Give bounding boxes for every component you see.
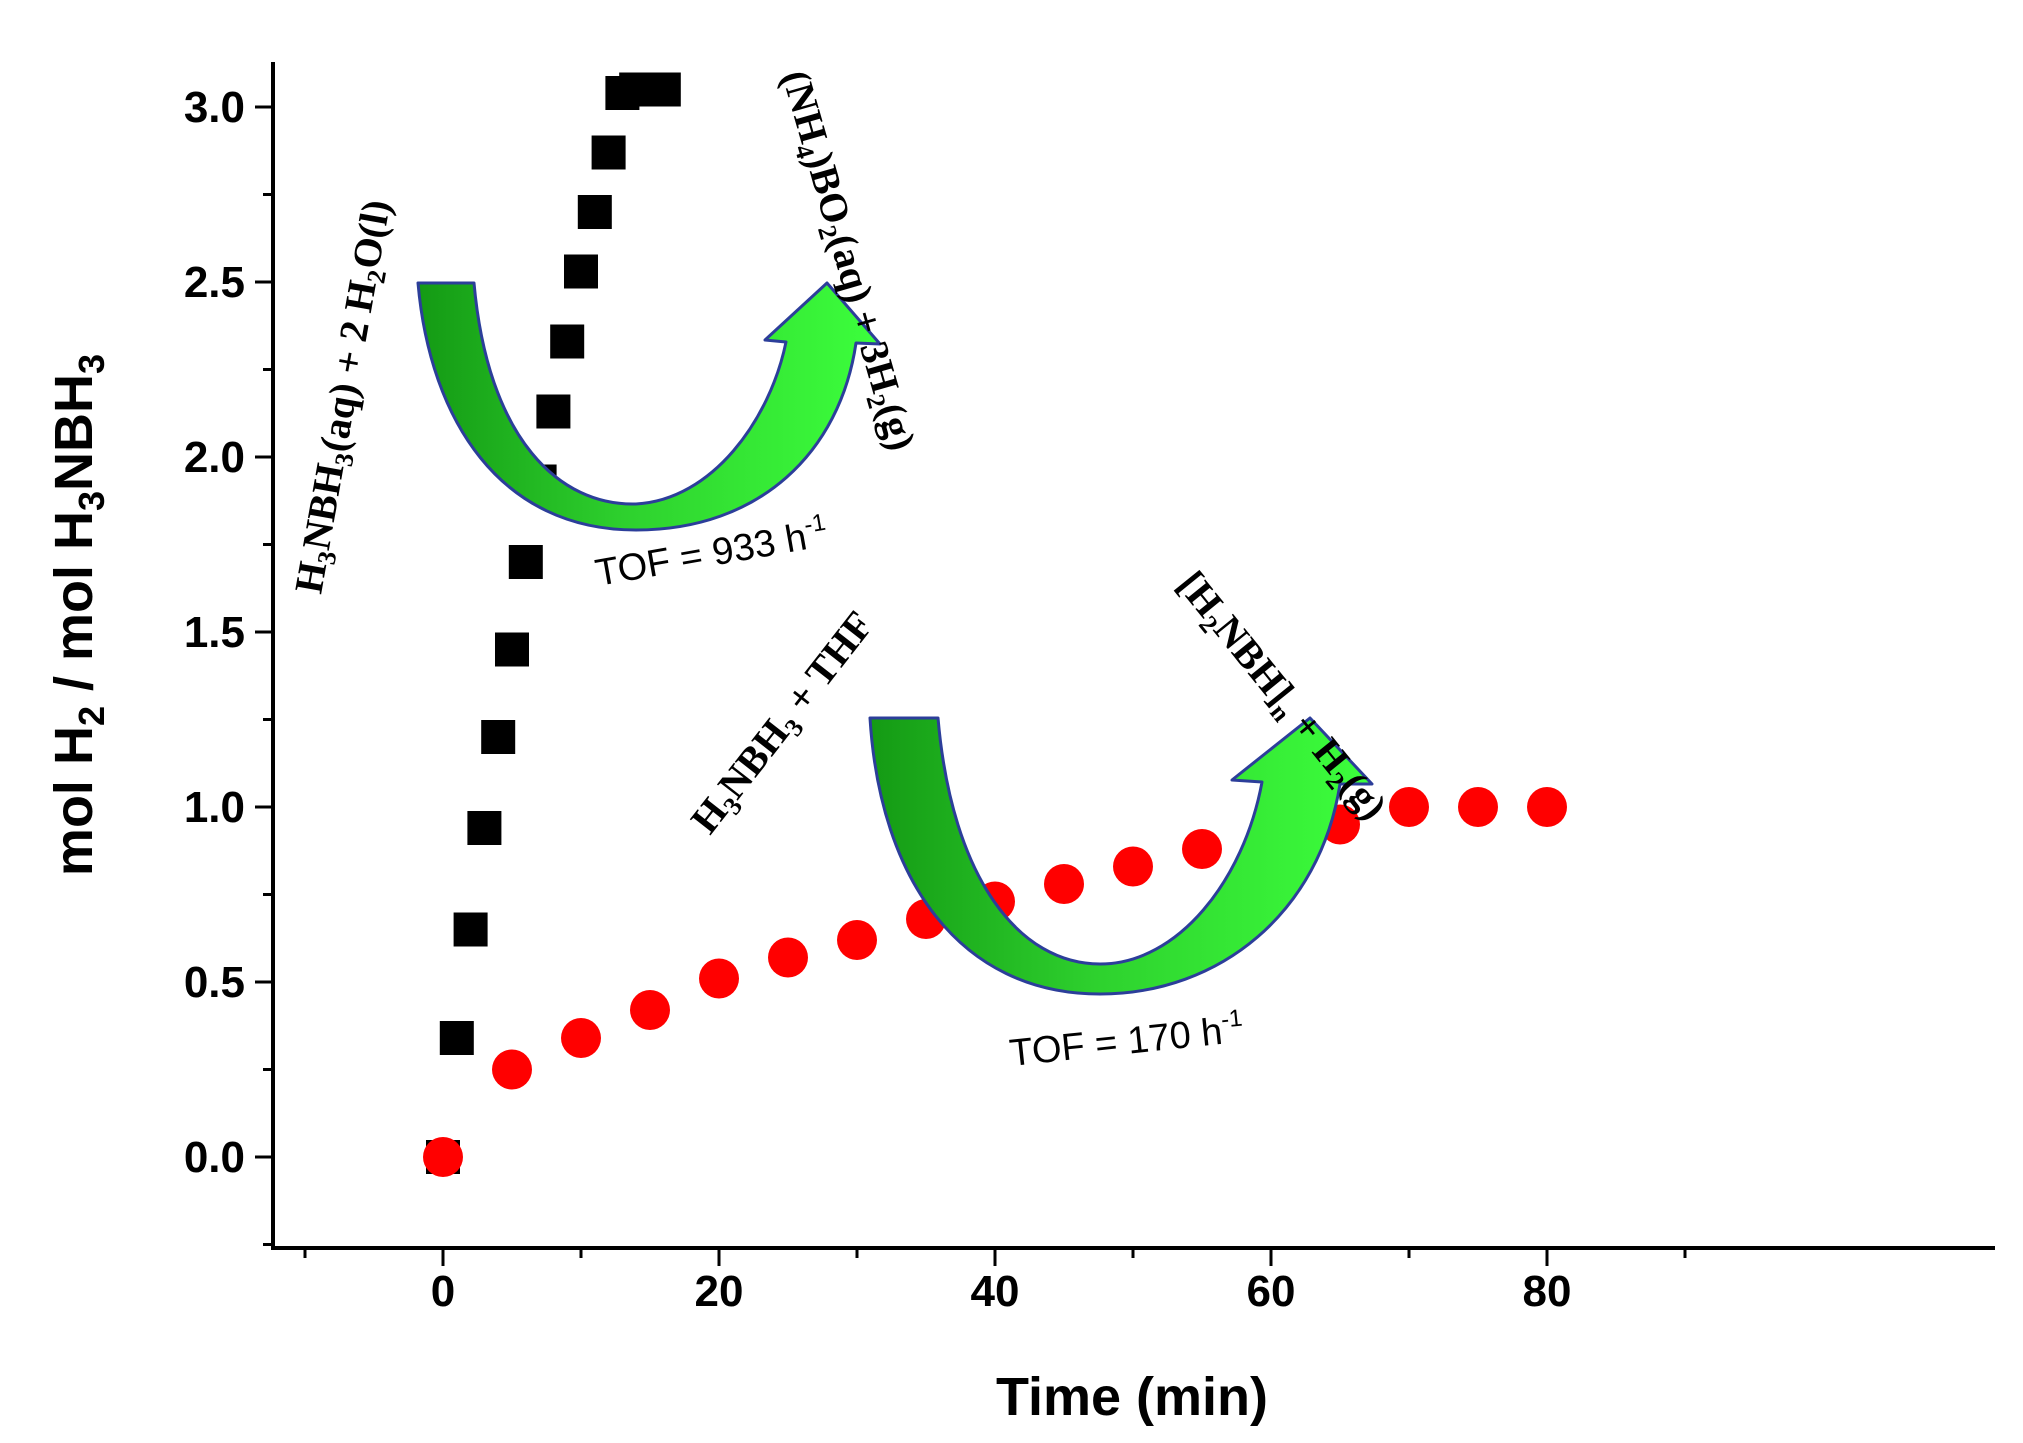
data-point-square (509, 545, 543, 579)
data-point-circle (1458, 787, 1498, 827)
data-point-circle (1389, 787, 1429, 827)
data-point-square (495, 633, 529, 667)
series-layer (423, 73, 1567, 1178)
y-tick-label: 0.5 (184, 958, 245, 1007)
x-tick-label: 40 (971, 1267, 1020, 1316)
data-point-circle (492, 1050, 532, 1090)
series-thf (423, 787, 1567, 1177)
y-tick-label: 1.5 (184, 608, 245, 657)
x-axis-title: Time (min) (996, 1367, 1268, 1427)
data-point-circle (561, 1018, 601, 1058)
y-tick-label: 2.0 (184, 433, 245, 482)
y-tick-label: 1.0 (184, 783, 245, 832)
y-tick-label: 3.0 (184, 83, 245, 132)
lower-tof-label: TOF = 170 h-1 (1007, 1005, 1246, 1075)
data-point-circle (768, 938, 808, 978)
data-point-square (481, 720, 515, 754)
y-tick-label: 0.0 (184, 1133, 245, 1182)
x-tick-label: 60 (1247, 1267, 1296, 1316)
data-point-circle (1113, 847, 1153, 887)
data-point-circle (423, 1137, 463, 1177)
x-tick-label: 20 (695, 1267, 744, 1316)
data-point-square (550, 325, 584, 359)
data-point-circle (630, 990, 670, 1030)
data-point-circle (699, 959, 739, 999)
x-tick-label: 80 (1523, 1267, 1572, 1316)
y-axis-title: mol H2 / mol H3NBH3 (44, 354, 112, 876)
data-point-circle (1182, 829, 1222, 869)
data-point-square (454, 913, 488, 947)
data-point-square (647, 73, 681, 107)
data-point-square (564, 255, 598, 289)
upper-reaction-arrow (418, 283, 880, 530)
data-point-square (592, 136, 626, 170)
data-point-circle (1527, 787, 1567, 827)
axes: 0 20 40 60 80 0.0 0.5 1.0 1.5 2.0 2.5 3.0 (184, 62, 1995, 1316)
lower-reactant-label: H3NBH3 + THF (682, 603, 886, 845)
data-point-circle (837, 920, 877, 960)
y-tick-label: 2.5 (184, 258, 245, 307)
data-point-circle (1044, 864, 1084, 904)
data-point-square (578, 195, 612, 229)
x-tick-label: 0 (431, 1267, 455, 1316)
data-point-square (467, 811, 501, 845)
lower-reaction-annotation: H3NBH3 + THF [H2NBH]n + H2(g) TOF = 170 … (682, 562, 1397, 1075)
chart: 0 20 40 60 80 0.0 0.5 1.0 1.5 2.0 2.5 3.0 H3NBH3(aq… (0, 0, 2023, 1443)
data-point-square (536, 395, 570, 429)
data-point-square (440, 1021, 474, 1055)
upper-reactant-label: H3NBH3(aq) + 2 H2O(l) (286, 196, 404, 597)
